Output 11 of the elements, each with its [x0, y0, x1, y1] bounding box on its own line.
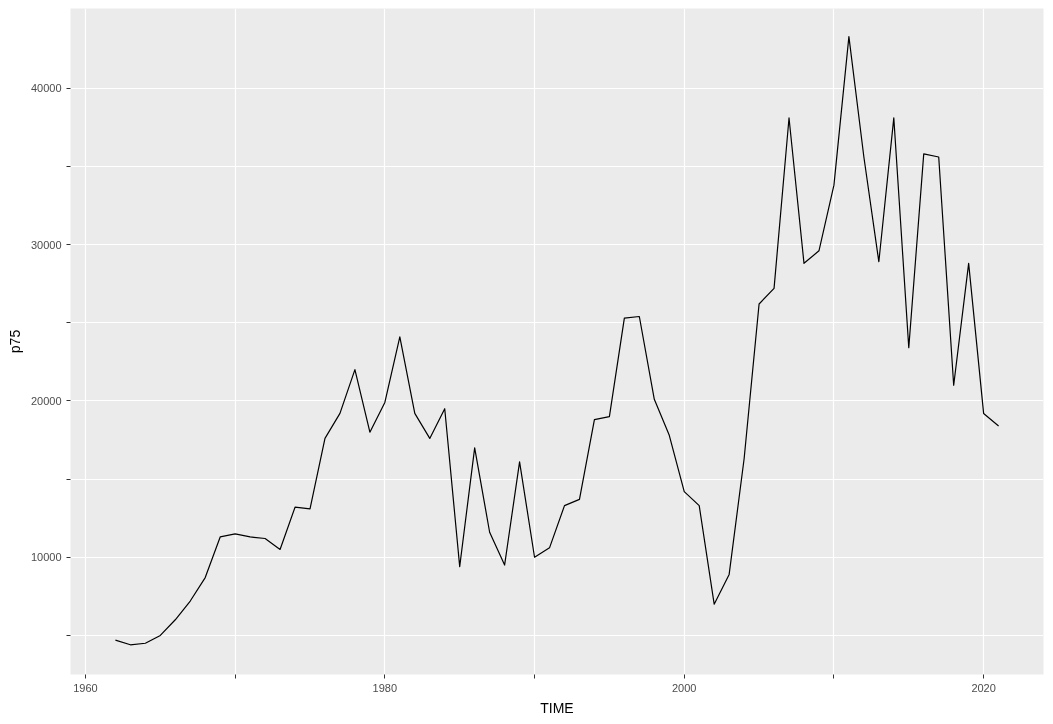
x-axis-title: TIME — [540, 699, 574, 716]
y-tick-label: 10000 — [30, 551, 62, 564]
x-tick-label: 1980 — [372, 681, 398, 694]
line-series — [114, 36, 1000, 646]
y-tick-label: 30000 — [30, 238, 62, 251]
y-tick-label: 40000 — [30, 82, 62, 95]
x-tick-label: 1960 — [73, 681, 98, 694]
y-tick-label: 20000 — [30, 394, 62, 407]
y-axis-title: p75 — [6, 329, 23, 354]
x-tick-label: 2020 — [971, 681, 996, 694]
x-tick-label: 2000 — [672, 681, 697, 694]
